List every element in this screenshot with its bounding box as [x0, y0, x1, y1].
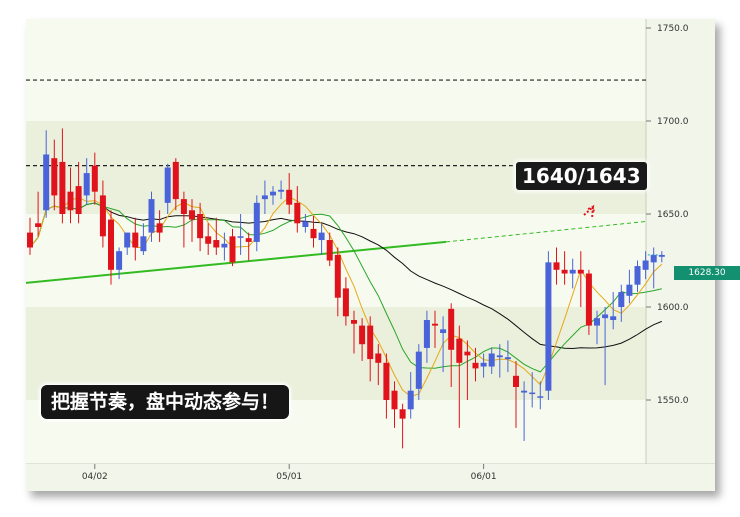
annotation-arrow — [583, 204, 595, 220]
slogan-banner: 把握节奏，盘中动态参与！ — [41, 385, 290, 419]
candle-body — [221, 243, 228, 248]
candle-body — [423, 320, 430, 348]
candle-body — [51, 158, 58, 196]
candle-body — [602, 314, 609, 319]
candle-body — [634, 266, 641, 285]
candle-body — [245, 238, 252, 242]
candle-body — [642, 260, 649, 270]
candle-body — [585, 273, 592, 326]
candle-body — [172, 161, 179, 200]
candle-body — [650, 254, 657, 263]
candle-body — [569, 269, 576, 274]
candle-body — [448, 308, 455, 350]
candle-body — [261, 195, 268, 200]
candle-body — [189, 210, 195, 220]
candle-body — [480, 362, 487, 367]
candle-body — [59, 161, 66, 214]
last-price-tag: 1628.30 — [674, 266, 740, 280]
trend-line-projection — [445, 220, 647, 243]
candle-body — [351, 320, 357, 324]
y-tick-label: 1700.0 — [657, 117, 689, 127]
candle-body — [75, 186, 82, 214]
grid-band — [26, 307, 646, 400]
x-tick-label: 04/02 — [82, 472, 108, 482]
candle-body — [27, 232, 33, 248]
y-tick-label: 1650.0 — [657, 210, 689, 220]
candle-body — [537, 396, 544, 398]
candle-body — [310, 228, 317, 239]
candle-body — [577, 269, 584, 274]
candle-body — [456, 338, 463, 363]
candle-body — [529, 392, 536, 395]
candle-body — [67, 191, 74, 211]
candle-body — [383, 362, 390, 400]
candle-body — [148, 199, 155, 233]
candle-body — [180, 199, 187, 214]
candle-body — [504, 357, 511, 360]
candle-body — [496, 355, 503, 358]
candle-body — [99, 195, 106, 237]
candle-body — [464, 351, 471, 356]
candle-body — [415, 351, 422, 389]
candle-body — [610, 316, 617, 321]
candle-body — [278, 189, 285, 192]
candle-body — [286, 189, 293, 205]
price-target-callout: 1640/1643 — [516, 162, 647, 190]
candle-body — [294, 202, 301, 224]
candle-body — [35, 223, 42, 228]
candle-body — [197, 214, 204, 239]
candle-body — [326, 240, 333, 261]
candle-body — [545, 262, 552, 391]
candle-body — [342, 288, 349, 317]
candle-body — [237, 236, 244, 238]
candle-body — [91, 165, 98, 192]
candlestick-chart: 1750.0 1700.0 1650.0 1600.0 1550.0 04/02 05/01… — [26, 19, 715, 491]
candle-body — [140, 236, 147, 252]
candle-body — [108, 219, 114, 270]
candle-body — [213, 240, 220, 248]
candle-body — [132, 232, 139, 248]
candle-body — [156, 223, 163, 233]
candle-body — [359, 325, 366, 345]
candle-body — [367, 325, 374, 360]
trend-line — [26, 240, 447, 284]
candle-body — [594, 318, 600, 326]
candle-body — [318, 232, 325, 241]
candle-body — [253, 202, 260, 242]
candle-body — [43, 154, 50, 211]
candle-body — [164, 167, 171, 203]
candle-body — [521, 390, 528, 393]
candle-body — [440, 329, 447, 334]
x-tick-label: 05/01 — [276, 472, 302, 482]
chart-frame: 1750.0 1700.0 1650.0 1600.0 1550.0 04/02 05/01… — [26, 19, 740, 491]
y-tick-label: 1600.0 — [657, 303, 689, 313]
candle-body — [375, 353, 382, 363]
x-axis-panel — [26, 464, 715, 491]
candle-body — [513, 375, 519, 387]
candle-body — [124, 232, 131, 248]
x-tick-label: 06/01 — [471, 472, 497, 482]
candle-body — [302, 221, 309, 228]
candle-body — [229, 236, 236, 263]
candle-body — [399, 409, 406, 419]
plot-background — [26, 19, 715, 491]
candle-body — [658, 254, 665, 257]
y-tick-label: 1750.0 — [657, 24, 689, 34]
candle-body — [391, 390, 398, 410]
candle-body — [83, 173, 90, 196]
candle-body — [626, 284, 633, 296]
candle-body — [618, 292, 625, 307]
candle-body — [334, 254, 341, 298]
candle-body — [432, 323, 438, 326]
candle-body — [472, 362, 479, 369]
candle-body — [488, 353, 495, 367]
candle-body — [407, 390, 414, 410]
candle-body — [116, 251, 123, 270]
candle-body — [270, 191, 276, 196]
candle-body — [205, 236, 212, 244]
candle-body — [553, 262, 560, 270]
candle-body — [561, 269, 568, 274]
y-tick-label: 1550.0 — [657, 396, 689, 406]
